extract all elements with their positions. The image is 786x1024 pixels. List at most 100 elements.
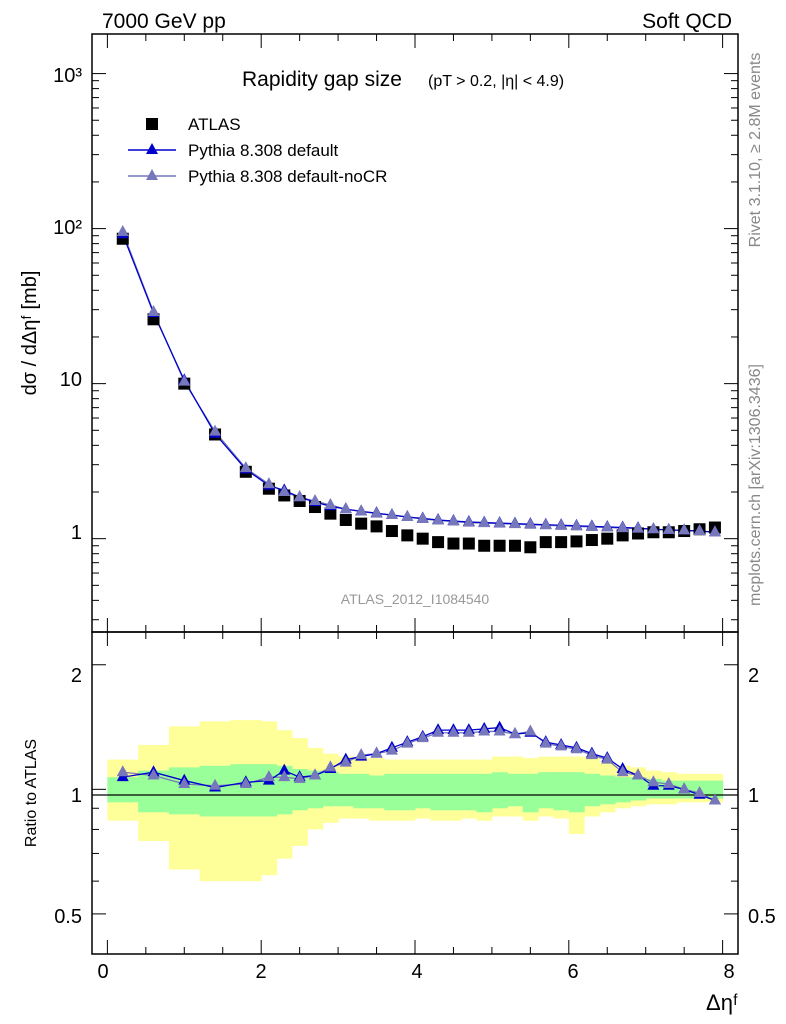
nocr-point [524,517,537,529]
ratio-tick-label-1-left: 1 [71,785,82,807]
legend-marker-default [146,143,158,154]
ratio-point-nocr [278,770,291,782]
ratio-uncertainty-bands [107,720,724,882]
ratio-point-nocr [601,752,614,764]
main-data-points [116,225,721,554]
series-line-default [122,233,715,533]
ratio-point-nocr [147,768,160,780]
atlas-point [416,532,429,545]
nocr-point [447,514,460,526]
legend-marker-nocr [146,169,158,180]
nocr-point [678,523,691,535]
ratio-band-inner [307,770,324,809]
x-tick-label-4: 4 [411,961,422,983]
ratio-band-inner [491,772,508,809]
atlas-point [462,537,475,550]
nocr-point [632,521,645,533]
atlas-point [570,535,583,548]
nocr-point [601,520,614,532]
ratio-point-nocr [447,725,460,737]
ratio-axis-ticks [92,632,738,954]
main-panel: Rapidity gap size (pT > 0.2, |η| < 4.9) … [19,33,739,633]
rivet-version-label: Rivet 3.1.10, ≥ 2.8M events [747,53,764,248]
ratio-tick-label-2-left: 2 [71,665,82,687]
ratio-point-nocr [209,778,222,790]
ratio-y-axis-label: Ratio to ATLAS [23,739,40,847]
atlas-point [585,534,598,547]
x-tick-label-2: 2 [255,961,266,983]
atlas-point [324,507,337,520]
nocr-point [539,518,552,530]
ratio-point-nocr [478,724,491,736]
atlas-point [432,536,445,549]
ratio-tick-label-1-right: 1 [748,785,759,807]
ratio-point-nocr [262,770,275,782]
series-line-nocr [122,231,715,533]
nocr-point [278,484,291,496]
ratio-band-inner [599,775,616,805]
legend-item-default: Pythia 8.308 default [128,141,339,160]
main-title: Rapidity gap size [242,68,402,91]
ratio-band-inner [553,772,570,811]
ratio-band-inner [522,773,539,813]
nocr-point [555,518,568,530]
ratio-point-nocr [309,768,322,780]
ratio-band-inner [568,772,585,813]
y-tick-label-1000: 10³ [53,65,82,87]
ratio-point-nocr [370,746,383,758]
main-axis-ticks [92,34,738,632]
ratio-panel: Ratio to ATLAS 0.5 1 2 0.5 1 2 0 2 4 6 8… [23,631,776,1015]
ratio-point-nocr [401,736,414,748]
ratio-point-nocr [647,775,660,787]
ratio-band-inner [353,773,370,809]
x-axis-label: Δηᶠ [706,990,738,1015]
ratio-point-nocr [432,725,445,737]
atlas-point [508,539,521,552]
ratio-band-inner [707,780,724,799]
nocr-point [585,519,598,531]
ratio-plot-frame [91,631,739,955]
ratio-band-inner [415,773,431,809]
ratio-point-nocr [570,742,583,754]
nocr-point [324,497,337,509]
ratio-point-nocr [462,725,475,737]
ratio-band-inner [445,773,462,811]
x-tick-label-0: 0 [97,961,108,983]
atlas-point [339,513,352,526]
ratio-point-nocr [493,724,506,736]
ratio-tick-label-0.5-right: 0.5 [748,906,776,928]
nocr-point [293,490,306,502]
ratio-point-default [278,763,291,775]
main-title-cuts: (pT > 0.2, |η| < 4.9) [428,73,564,90]
nocr-point [209,424,222,436]
ratio-band-inner [399,773,416,811]
header-left-label: 7000 GeV pp [102,10,226,33]
ratio-tick-label-2-right: 2 [748,665,759,687]
ratio-point-nocr [632,768,645,780]
mcplots-reference-label: mcplots.cern.ch [arXiv:1306.3436] [747,364,764,606]
legend: ATLAS Pythia 8.308 default Pythia 8.308 … [128,115,387,186]
nocr-point [462,515,475,527]
main-y-axis-label: dσ / dΔηᶠ [mb] [19,271,41,396]
nocr-point [662,522,675,534]
nocr-point [570,519,583,531]
atlas-point [539,536,552,549]
nocr-point [508,517,521,529]
ratio-band-inner [430,773,447,811]
legend-marker-atlas [146,118,158,130]
ratio-band-inner [461,773,478,811]
nocr-point [355,504,368,516]
ratio-point-nocr [293,771,306,783]
nocr-point [262,477,275,489]
ratio-band-inner [384,773,401,811]
x-tick-label-6: 6 [567,961,578,983]
legend-item-nocr: Pythia 8.308 default-noCR [128,167,387,186]
nocr-point [478,516,491,528]
ratio-band-inner [107,777,139,803]
nocr-point [401,509,414,521]
nocr-point [385,508,398,520]
ratio-point-nocr [178,777,191,789]
ratio-band-inner [368,775,385,809]
ratio-point-nocr [662,777,675,789]
atlas-point [601,532,614,545]
